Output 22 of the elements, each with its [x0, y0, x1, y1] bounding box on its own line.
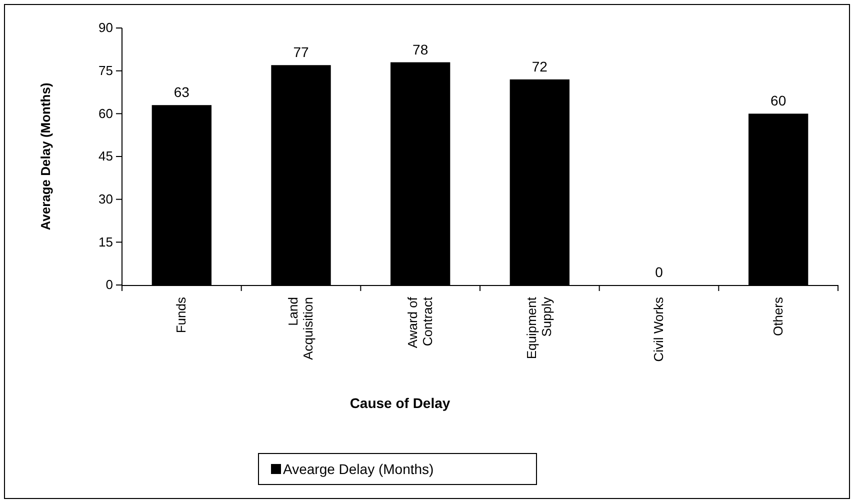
data-label: 77	[293, 44, 309, 60]
data-label: 63	[174, 84, 190, 100]
legend-label: Avearge Delay (Months)	[283, 461, 434, 477]
data-label: 72	[532, 58, 548, 74]
x-tick-label: Civil Works	[651, 296, 666, 362]
y-tick-label: 45	[98, 148, 113, 164]
x-tick-label: Award of Contract	[404, 296, 435, 348]
y-tick-label: 75	[98, 62, 113, 78]
y-tick-label: 0	[106, 277, 113, 292]
data-label: 60	[770, 92, 786, 109]
data-label: 78	[412, 41, 428, 58]
x-tick-label: Equipment Supply	[524, 296, 554, 360]
data-label: 0	[655, 264, 664, 280]
y-tick-label: 90	[98, 20, 113, 36]
x-tick-label: Others	[770, 296, 786, 336]
y-tick-label: 15	[98, 234, 113, 250]
y-axis-title: Average Delay (Months)	[38, 82, 53, 230]
x-tick-label: Funds	[174, 296, 189, 334]
x-axis-title: Cause of Delay	[350, 395, 450, 411]
y-tick-label: 60	[98, 106, 113, 121]
y-tick-label: 30	[98, 191, 113, 206]
x-tick-label: Land Acquisition	[286, 297, 316, 360]
